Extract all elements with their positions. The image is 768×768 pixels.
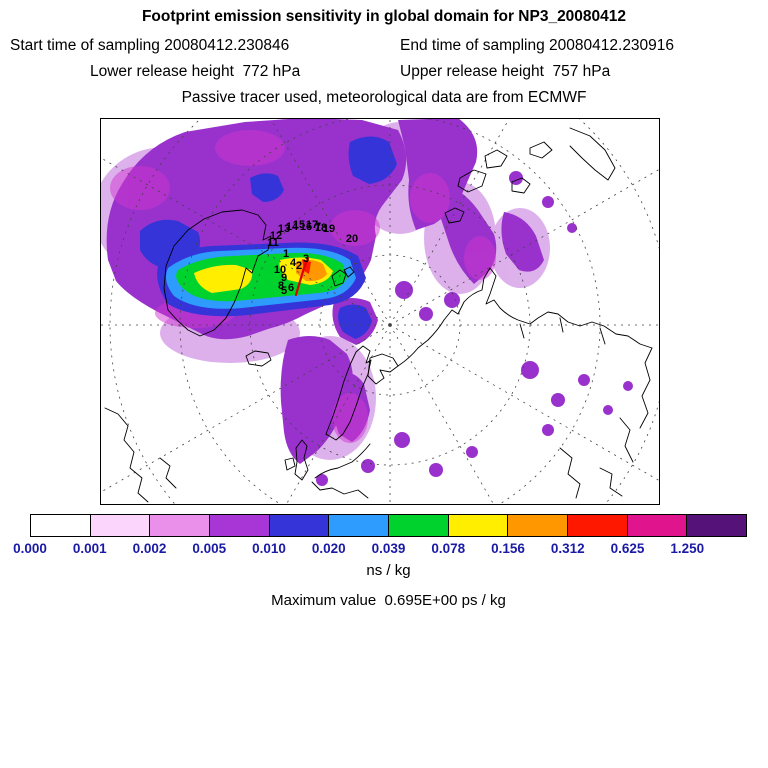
lower-release-text: Lower release height 772 hPa bbox=[90, 63, 301, 80]
coastline-rivers bbox=[519, 317, 606, 345]
trajectory-point-label: 7 bbox=[315, 221, 321, 233]
colorbar-tick-label: 0.000 bbox=[13, 541, 47, 556]
trajectory-point-label: 12 bbox=[270, 230, 282, 242]
colorbar-tick-label: 0.039 bbox=[371, 541, 406, 556]
trajectory-point-label: 10 bbox=[274, 264, 286, 276]
max-value-text: Maximum value 0.695E+00 ps / kg bbox=[271, 592, 506, 609]
colorbar-segment bbox=[626, 515, 687, 536]
colorbar-segment bbox=[209, 515, 269, 536]
trajectory-point-label: 15 bbox=[293, 219, 305, 231]
colorbar-segment bbox=[686, 515, 747, 536]
coastline-kola bbox=[367, 353, 399, 385]
coastline-bottom-right bbox=[559, 447, 623, 499]
colorbar-segment bbox=[507, 515, 568, 536]
colorbar-segment bbox=[268, 515, 329, 536]
colorbar-tick-label: 0.010 bbox=[252, 541, 286, 556]
tracer-info-text: Passive tracer used, meteorological data… bbox=[181, 89, 587, 106]
colorbar-segment bbox=[149, 515, 210, 536]
trajectory-point-label: 18 bbox=[315, 222, 327, 234]
trajectory-point-label: 4 bbox=[290, 257, 297, 269]
trajectory-line bbox=[294, 256, 310, 297]
colorbar-segment bbox=[89, 515, 150, 536]
end-time-text: End time of sampling 20080412.230916 bbox=[400, 37, 675, 54]
trajectory-point-label: 1 bbox=[283, 248, 289, 260]
trajectory-point-label: 3 bbox=[303, 253, 309, 265]
colorbar bbox=[30, 514, 747, 537]
colorbar-tick-label: 1.250 bbox=[670, 541, 705, 556]
colorbar-tick-label: 0.625 bbox=[610, 541, 645, 556]
start-time-text: Start time of sampling 20080412.230846 bbox=[10, 37, 290, 54]
trajectory-point-label: 9 bbox=[281, 272, 287, 284]
plume-magenta bbox=[110, 130, 496, 443]
map-panel: 1 2 3 4 5 6 7 8 9 10 11 12 13 14 15 16 17 18 19 20 bbox=[100, 118, 660, 505]
coastline-scandinavia bbox=[325, 345, 372, 441]
coastline-britain bbox=[284, 439, 309, 481]
colorbar-tick-label: 0.020 bbox=[311, 541, 346, 556]
colorbar-units-label: ns / kg bbox=[366, 562, 411, 579]
trajectory-point-label: 19 bbox=[323, 223, 335, 235]
coastline-svalbard bbox=[331, 266, 355, 287]
colorbar-tick-label: 0.078 bbox=[431, 541, 466, 556]
coastline-chukotka bbox=[619, 347, 653, 463]
trajectory-point-label: 8 bbox=[278, 280, 284, 292]
trajectory-point-label: 11 bbox=[267, 237, 279, 249]
trajectory-point-label: 6 bbox=[288, 282, 294, 294]
coastline-layer bbox=[104, 127, 653, 503]
trajectory-point-label: 20 bbox=[346, 233, 358, 245]
coastline-greenland bbox=[163, 209, 272, 337]
colorbar-tick-label: 0.005 bbox=[192, 541, 227, 556]
trajectory-point-label: 16 bbox=[300, 221, 312, 233]
colorbar-segment bbox=[447, 515, 508, 536]
plume-layer bbox=[100, 118, 633, 486]
coastline-canada bbox=[104, 407, 177, 503]
map-border bbox=[100, 118, 660, 505]
trajectory-point-label: 13 bbox=[278, 223, 290, 235]
coastline-iceland bbox=[245, 350, 272, 367]
trajectory-point-label: 5 bbox=[281, 285, 287, 297]
coastline-top-right bbox=[569, 127, 616, 181]
colorbar-tick-label: 0.002 bbox=[132, 541, 167, 556]
trajectory-point-label: 14 bbox=[286, 221, 299, 233]
coastline-archipelago bbox=[444, 141, 553, 224]
upper-release-text: Upper release height 757 hPa bbox=[400, 63, 611, 80]
coastline-siberia bbox=[397, 267, 653, 367]
colorbar-segment bbox=[328, 515, 389, 536]
colorbar-segment bbox=[567, 515, 627, 536]
colorbar-tick-label: 0.001 bbox=[72, 541, 107, 556]
trajectory-point-label: 2 bbox=[296, 260, 302, 272]
colorbar-tick-label: 0.312 bbox=[550, 541, 585, 556]
colorbar-tick-label: 0.156 bbox=[491, 541, 525, 556]
colorbar-tick-labels: 0.000 0.001 0.002 0.005 0.010 0.020 0.039 0.078… bbox=[13, 541, 747, 558]
colorbar-segment bbox=[388, 515, 448, 536]
colorbar-segment bbox=[31, 515, 90, 536]
trajectory-point-label: 17 bbox=[306, 219, 318, 231]
coastline-europe bbox=[311, 443, 371, 499]
plot-title: Footprint emission sensitivity in global… bbox=[141, 8, 627, 25]
